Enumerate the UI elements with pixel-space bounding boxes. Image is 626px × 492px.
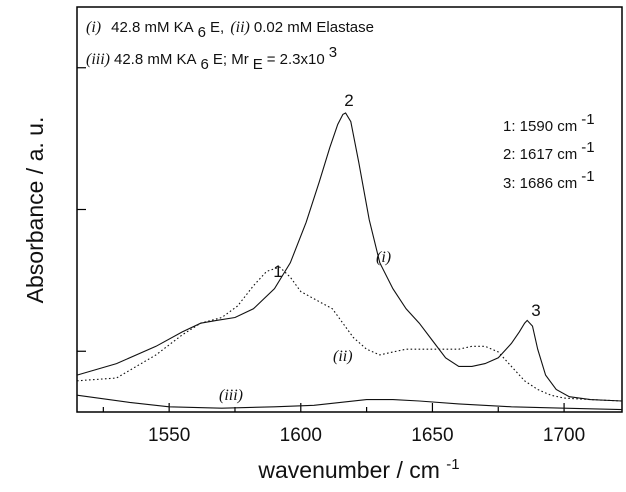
x-tick-label: 1550	[148, 425, 190, 446]
x-tick-label: 1600	[280, 425, 322, 446]
curve-label-ii: (ii)	[333, 348, 353, 365]
tag-ii: (ii)	[230, 19, 250, 36]
x-tick-label: 1700	[543, 425, 585, 446]
y-axis-title: Absorbance / a. u.	[22, 117, 48, 304]
legend-line-2: (iii) 42.8 mM KA 6 E; Mr E = 2.3x10 3	[86, 44, 337, 73]
legend-3-sup: 3	[329, 44, 337, 61]
x-axis-title: wavenumber / cm -1	[257, 456, 459, 483]
series-layer	[76, 112, 623, 411]
series-line-i	[76, 112, 623, 402]
tag-i: (i)	[86, 19, 101, 36]
legend-3-text: 42.8 mM KA	[114, 51, 197, 68]
series-line-ii	[76, 266, 623, 402]
peak-marker-1: 1	[273, 262, 282, 281]
legend-1-text: 42.8 mM KA	[111, 19, 194, 36]
legend-3-text-b: E; Mr	[213, 51, 249, 68]
peak-list-3: 3: 1686 cm -1	[503, 168, 595, 192]
x-tick-label: 1650	[411, 425, 453, 446]
curve-label-i: (i)	[376, 249, 391, 266]
peak-marker-3: 3	[531, 301, 540, 320]
series-line-iii	[76, 394, 623, 411]
curve-label-iii: (iii)	[219, 387, 243, 404]
legend-2-text: 0.02 mM Elastase	[254, 19, 374, 36]
peak-list-1: 1: 1590 cm -1	[503, 111, 595, 135]
y-axis-ticks	[77, 67, 86, 352]
x-axis-ticks: 1550 1600 1650 1700	[102, 403, 585, 446]
tag-iii: (iii)	[86, 51, 110, 68]
legend-3-sub-e: E	[253, 56, 263, 73]
legend-line-1: (i) 42.8 mM KA 6 E, (ii) 0.02 mM Elastas…	[86, 19, 374, 41]
peak-marker-2: 2	[344, 91, 353, 110]
legend-3-sub: 6	[201, 56, 209, 73]
legend-3-text-c: = 2.3x10	[267, 51, 325, 68]
legend-1-text-b: E,	[210, 19, 228, 36]
legend-1-sub: 6	[198, 24, 206, 41]
peak-list-2: 2: 1617 cm -1	[503, 139, 595, 163]
